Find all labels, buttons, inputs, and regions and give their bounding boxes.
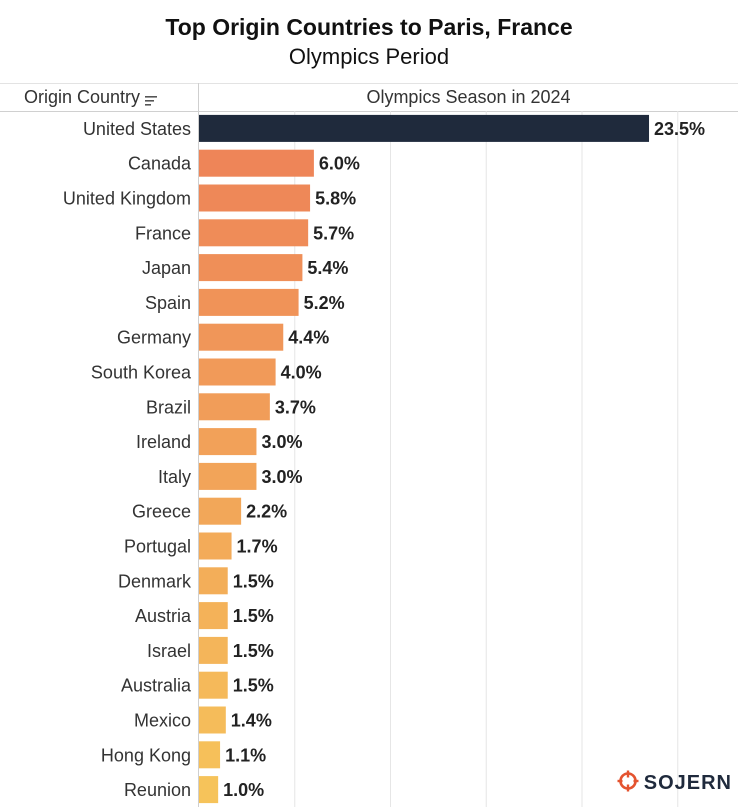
bar-15[interactable] <box>199 636 228 664</box>
bar-13[interactable] <box>199 567 228 595</box>
category-label-12: Portugal <box>124 537 191 557</box>
bar-19[interactable] <box>199 776 219 804</box>
value-label-13: 1.5% <box>233 571 274 591</box>
category-label-7: South Korea <box>91 363 192 383</box>
value-label-6: 4.4% <box>288 328 329 348</box>
bar-8[interactable] <box>199 393 270 421</box>
value-label-5: 5.2% <box>304 293 345 313</box>
category-label-14: Austria <box>135 606 192 626</box>
category-label-16: Australia <box>121 676 192 696</box>
category-label-15: Israel <box>147 641 191 661</box>
category-label-5: Spain <box>145 293 191 313</box>
bar-4[interactable] <box>199 254 303 282</box>
bar-16[interactable] <box>199 671 228 699</box>
bar-1[interactable] <box>199 149 314 177</box>
category-label-8: Brazil <box>146 397 191 417</box>
value-label-9: 3.0% <box>261 432 302 452</box>
value-label-0: 23.5% <box>654 119 705 139</box>
bar-9[interactable] <box>199 428 257 456</box>
category-label-11: Greece <box>132 502 191 522</box>
value-label-10: 3.0% <box>261 467 302 487</box>
column-divider <box>198 83 199 807</box>
bar-18[interactable] <box>199 741 221 769</box>
origin-country-header[interactable]: Origin Country <box>24 87 158 108</box>
category-label-3: France <box>135 223 191 243</box>
chart-subtitle: Olympics Period <box>288 44 450 69</box>
value-label-16: 1.5% <box>233 676 274 696</box>
value-label-1: 6.0% <box>319 154 360 174</box>
value-label-8: 3.7% <box>275 397 316 417</box>
bar-7[interactable] <box>199 358 276 386</box>
bar-5[interactable] <box>199 288 299 316</box>
bar-10[interactable] <box>199 462 257 490</box>
sojern-logo: SOJERN <box>617 770 732 797</box>
category-label-9: Ireland <box>136 432 191 452</box>
category-label-17: Mexico <box>134 711 191 731</box>
bar-2[interactable] <box>199 184 311 212</box>
value-label-14: 1.5% <box>233 606 274 626</box>
sojern-compass-icon <box>617 770 639 797</box>
category-label-0: United States <box>83 119 191 139</box>
value-label-18: 1.1% <box>225 745 266 765</box>
value-label-4: 5.4% <box>307 258 348 278</box>
category-label-1: Canada <box>128 154 192 174</box>
value-label-17: 1.4% <box>231 711 272 731</box>
category-label-2: United Kingdom <box>63 189 191 209</box>
sort-icon[interactable] <box>144 91 158 106</box>
season-column-header: Olympics Season in 2024 <box>366 87 571 107</box>
category-label-18: Hong Kong <box>101 745 191 765</box>
bar-17[interactable] <box>199 706 226 734</box>
value-label-15: 1.5% <box>233 641 274 661</box>
value-label-12: 1.7% <box>237 537 278 557</box>
bar-12[interactable] <box>199 532 232 560</box>
chart-title: Top Origin Countries to Paris, France <box>165 14 573 40</box>
category-label-6: Germany <box>117 328 191 348</box>
bar-14[interactable] <box>199 602 228 630</box>
bar-11[interactable] <box>199 497 242 525</box>
origin-country-header-label: Origin Country <box>24 87 141 107</box>
category-label-10: Italy <box>158 467 191 487</box>
bar-3[interactable] <box>199 219 309 247</box>
value-label-11: 2.2% <box>246 502 287 522</box>
value-label-19: 1.0% <box>223 780 264 800</box>
bar-0[interactable] <box>199 114 650 142</box>
bar-6[interactable] <box>199 323 284 351</box>
logo-text: SOJERN <box>643 772 732 794</box>
category-label-19: Reunion <box>124 780 191 800</box>
column-header-row: Origin Country Olympics Season in 2024 <box>0 83 738 112</box>
value-label-7: 4.0% <box>281 363 322 383</box>
category-label-4: Japan <box>142 258 191 278</box>
value-label-3: 5.7% <box>313 223 354 243</box>
value-label-2: 5.8% <box>315 189 356 209</box>
category-label-13: Denmark <box>118 571 192 591</box>
